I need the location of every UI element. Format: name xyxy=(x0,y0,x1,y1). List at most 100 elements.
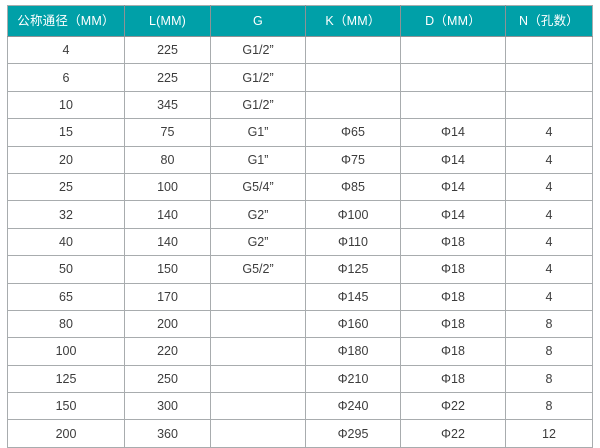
table-cell-n: 8 xyxy=(505,337,593,366)
table-row: 4 225 G1/2” xyxy=(7,36,593,65)
table-cell-k: Φ145 xyxy=(305,283,401,311)
table-cell-dn: 40 xyxy=(7,228,125,257)
table-cell-k: Φ65 xyxy=(305,118,401,147)
column-header-thread: G xyxy=(210,5,306,37)
table-body: 4 225 G1/2” 6 225 G1/2” 10 345 G1/2” 15 75 G1” Φ65 Φ1… xyxy=(7,36,593,448)
table-cell-dn: 65 xyxy=(7,283,125,311)
table-cell-d xyxy=(400,36,506,65)
table-cell-d: Φ14 xyxy=(400,173,506,202)
column-header-length: L(MM) xyxy=(124,5,211,37)
table-cell-d: Φ18 xyxy=(400,255,506,284)
table-row: 100 220 Φ180 Φ18 8 xyxy=(7,337,593,366)
table-cell-g: G1/2” xyxy=(210,36,306,65)
table-cell-d: Φ22 xyxy=(400,392,506,421)
table-row: 150 300 Φ240 Φ22 8 xyxy=(7,392,593,421)
table-cell-k: Φ295 xyxy=(305,419,401,448)
table-cell-g xyxy=(210,419,306,448)
table-cell-n xyxy=(505,91,593,120)
table-row: 15 75 G1” Φ65 Φ14 4 xyxy=(7,118,593,147)
table-header: 公称通径（MM） L(MM) G K（MM） D（MM） N（孔数） xyxy=(7,5,593,37)
table-cell-d: Φ18 xyxy=(400,310,506,339)
table-cell-dn: 32 xyxy=(7,200,125,229)
table-cell-l: 100 xyxy=(124,173,211,202)
table-cell-g: G1” xyxy=(210,146,306,174)
table-row: 32 140 G2” Φ100 Φ14 4 xyxy=(7,200,593,229)
table-cell-dn: 200 xyxy=(7,419,125,448)
table-cell-d xyxy=(400,91,506,120)
table-cell-n: 4 xyxy=(505,118,593,147)
column-header-hole-count: N（孔数） xyxy=(505,5,593,37)
table-cell-n: 4 xyxy=(505,200,593,229)
table-cell-k: Φ75 xyxy=(305,146,401,174)
table-cell-g: G2” xyxy=(210,228,306,257)
table-cell-k: Φ160 xyxy=(305,310,401,339)
table-cell-n: 8 xyxy=(505,365,593,394)
table-cell-k: Φ240 xyxy=(305,392,401,421)
table-cell-dn: 125 xyxy=(7,365,125,394)
table-cell-d: Φ14 xyxy=(400,200,506,229)
table-cell-dn: 80 xyxy=(7,310,125,339)
table-cell-g xyxy=(210,283,306,311)
table-cell-g: G5/2” xyxy=(210,255,306,284)
table-cell-l: 250 xyxy=(124,365,211,394)
table-cell-dn: 100 xyxy=(7,337,125,366)
table-cell-k xyxy=(305,63,401,92)
table-cell-dn: 6 xyxy=(7,63,125,92)
table-cell-l: 200 xyxy=(124,310,211,339)
table-row: 6 225 G1/2” xyxy=(7,63,593,92)
table-cell-k: Φ110 xyxy=(305,228,401,257)
table-cell-d: Φ18 xyxy=(400,283,506,311)
table-cell-n: 12 xyxy=(505,419,593,448)
table-cell-n: 8 xyxy=(505,392,593,421)
table-row: 25 100 G5/4” Φ85 Φ14 4 xyxy=(7,173,593,202)
table-row: 40 140 G2” Φ110 Φ18 4 xyxy=(7,228,593,257)
table-cell-g xyxy=(210,392,306,421)
table-cell-l: 220 xyxy=(124,337,211,366)
table-cell-k: Φ125 xyxy=(305,255,401,284)
table-cell-k: Φ85 xyxy=(305,173,401,202)
table-cell-l: 225 xyxy=(124,36,211,65)
table-header-row: 公称通径（MM） L(MM) G K（MM） D（MM） N（孔数） xyxy=(7,5,593,37)
table-row: 50 150 G5/2” Φ125 Φ18 4 xyxy=(7,255,593,284)
table-cell-k: Φ210 xyxy=(305,365,401,394)
table-cell-l: 150 xyxy=(124,255,211,284)
table-cell-g xyxy=(210,337,306,366)
table-cell-dn: 25 xyxy=(7,173,125,202)
table-cell-l: 80 xyxy=(124,146,211,174)
table-row: 10 345 G1/2” xyxy=(7,91,593,120)
table-cell-k: Φ180 xyxy=(305,337,401,366)
table-cell-n: 4 xyxy=(505,255,593,284)
table-cell-d xyxy=(400,63,506,92)
column-header-d: D（MM） xyxy=(400,5,506,37)
table-cell-g: G1” xyxy=(210,118,306,147)
table-cell-dn: 4 xyxy=(7,36,125,65)
table-cell-l: 140 xyxy=(124,228,211,257)
table-cell-g: G2” xyxy=(210,200,306,229)
table-row: 80 200 Φ160 Φ18 8 xyxy=(7,310,593,339)
table-cell-l: 225 xyxy=(124,63,211,92)
table-cell-dn: 10 xyxy=(7,91,125,120)
table-cell-g: G1/2” xyxy=(210,63,306,92)
table-cell-dn: 20 xyxy=(7,146,125,174)
table-row: 125 250 Φ210 Φ18 8 xyxy=(7,365,593,394)
table-cell-l: 300 xyxy=(124,392,211,421)
column-header-k: K（MM） xyxy=(305,5,401,37)
table-cell-g: G5/4” xyxy=(210,173,306,202)
table-cell-n xyxy=(505,36,593,65)
table-cell-dn: 15 xyxy=(7,118,125,147)
specification-table: 公称通径（MM） L(MM) G K（MM） D（MM） N（孔数） 4 225 G… xyxy=(7,5,593,448)
table-cell-d: Φ18 xyxy=(400,228,506,257)
table-cell-d: Φ14 xyxy=(400,118,506,147)
table-cell-n: 4 xyxy=(505,283,593,311)
table-cell-l: 140 xyxy=(124,200,211,229)
table-cell-k: Φ100 xyxy=(305,200,401,229)
table-cell-g xyxy=(210,365,306,394)
table-cell-n: 4 xyxy=(505,173,593,202)
table-cell-d: Φ14 xyxy=(400,146,506,174)
table-cell-n xyxy=(505,63,593,92)
table-cell-dn: 50 xyxy=(7,255,125,284)
table-cell-n: 8 xyxy=(505,310,593,339)
table-cell-l: 170 xyxy=(124,283,211,311)
table-cell-d: Φ22 xyxy=(400,419,506,448)
table-cell-l: 345 xyxy=(124,91,211,120)
